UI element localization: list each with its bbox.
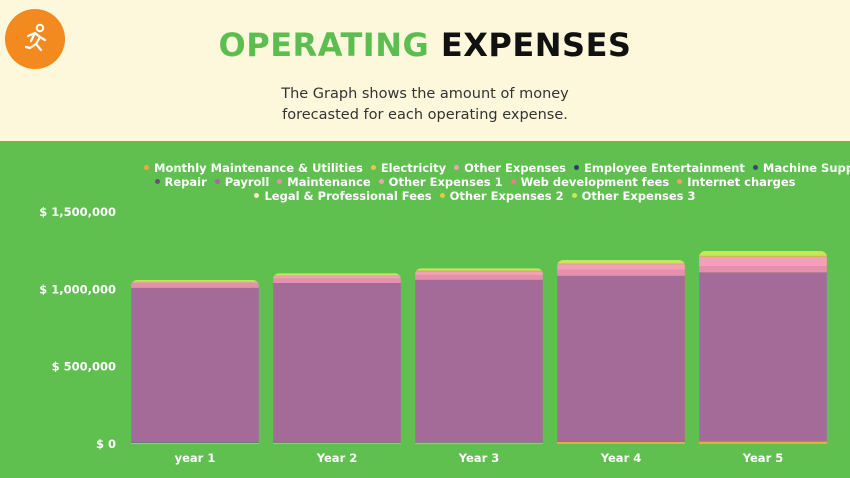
bar-segment <box>415 271 543 276</box>
legend-item: Other Expenses 3 <box>571 189 696 203</box>
subtitle: The Graph shows the amount of money fore… <box>225 84 625 126</box>
x-tick-label: Year 5 <box>742 451 784 465</box>
legend-label: Other Expenses 2 <box>449 189 564 203</box>
legend-label: Payroll <box>224 175 270 189</box>
legend-swatch <box>439 193 445 198</box>
bar-segment <box>699 250 827 256</box>
legend-item: Monthly Maintenance & Utilities <box>144 161 363 175</box>
legend-item: Payroll <box>214 175 270 189</box>
bar-segment <box>557 264 685 270</box>
legend-item: Other Expenses <box>454 161 566 175</box>
y-tick-label: $ 0 <box>96 437 116 451</box>
bar-stack <box>557 259 685 444</box>
title-part-operating: OPERATING <box>218 26 430 64</box>
bar-segment <box>131 443 259 444</box>
bar-segment <box>557 442 685 444</box>
y-tick-label: $ 500,000 <box>52 360 116 374</box>
bar-segment <box>273 276 401 279</box>
bar-stack <box>699 250 827 444</box>
bar-segment <box>415 279 543 443</box>
page-title: OPERATING EXPENSES <box>0 26 850 64</box>
legend-label: Web development fees <box>520 175 670 189</box>
subtitle-line-1: The Graph shows the amount of money <box>281 86 569 102</box>
bar-stack <box>131 280 259 444</box>
bar-segment <box>273 282 401 443</box>
bar-stack <box>415 268 543 444</box>
legend-item: Legal & Professional Fees <box>254 189 432 203</box>
legend-label: Employee Entertainment <box>584 161 745 175</box>
bar-segment <box>557 259 685 264</box>
legend-swatch <box>510 179 516 184</box>
legend-swatch <box>370 165 376 170</box>
legend-item: Internet charges <box>677 175 795 189</box>
x-tick-label: Year 4 <box>600 451 642 465</box>
legend-label: Other Expenses 1 <box>388 175 503 189</box>
legend-label: Legal & Professional Fees <box>264 189 432 203</box>
x-tick-label: Year 3 <box>458 451 500 465</box>
x-tick-label: Year 2 <box>316 451 358 465</box>
bar-segment <box>415 275 543 280</box>
legend-item: Maintenance <box>277 175 371 189</box>
legend-item: Repair <box>154 175 207 189</box>
bar-segment <box>273 278 401 283</box>
legend-swatch <box>154 179 160 184</box>
legend-label: Other Expenses 3 <box>581 189 696 203</box>
legend-label: Internet charges <box>687 175 796 189</box>
running-person-icon <box>24 23 47 52</box>
legend-swatch <box>254 193 260 198</box>
legend-swatch <box>378 179 384 184</box>
bar-segment <box>557 269 685 276</box>
y-tick-label: $ 1,000,000 <box>39 282 116 296</box>
bar-segment <box>699 255 827 257</box>
bar-segment <box>131 280 259 282</box>
bar-segment <box>699 266 827 273</box>
subtitle-line-2: forecasted for each operating expense. <box>282 107 568 123</box>
legend-swatch <box>571 193 577 198</box>
chart-legend: Monthly Maintenance & Utilities Electrici… <box>140 161 850 203</box>
y-tick-label: $ 1,500,000 <box>39 205 116 219</box>
legend-row: Repair Payroll Maintenance Other Expenses 1… <box>140 175 810 189</box>
bar-segment <box>131 283 259 288</box>
bar-segment <box>415 268 543 271</box>
legend-label: Other Expenses <box>464 161 567 175</box>
legend-item: Machine Supplies <box>752 161 850 175</box>
bar-segment <box>273 443 401 444</box>
legend-item: Other Expenses 1 <box>378 175 503 189</box>
legend-swatch <box>277 179 283 184</box>
bar-segment <box>557 263 685 264</box>
title-part-expenses: EXPENSES <box>440 26 632 64</box>
header-area: OPERATING EXPENSES The Graph shows the a… <box>0 0 850 141</box>
legend-swatch <box>454 165 460 170</box>
bar-segment <box>131 287 259 443</box>
logo <box>5 9 65 69</box>
legend-label: Repair <box>164 175 207 189</box>
legend-row: Legal & Professional Fees Other Expenses … <box>140 189 810 203</box>
bar-stack <box>273 273 401 444</box>
legend-swatch <box>574 165 580 170</box>
bar-segment <box>415 443 543 444</box>
legend-swatch <box>677 179 683 184</box>
bar-segment <box>131 282 259 284</box>
legend-label: Maintenance <box>287 175 371 189</box>
x-tick-label: year 1 <box>175 451 216 465</box>
bar-segment <box>699 272 827 441</box>
legend-swatch <box>752 165 758 170</box>
legend-item: Electricity <box>370 161 447 175</box>
legend-item: Employee Entertainment <box>574 161 745 175</box>
bar-segment <box>699 256 827 267</box>
legend-swatch <box>144 165 149 170</box>
legend-label: Monthly Maintenance & Utilities <box>154 161 363 175</box>
legend-label: Machine Supplies <box>762 161 850 175</box>
legend-label: Electricity <box>380 161 447 175</box>
legend-item: Web development fees <box>510 175 670 189</box>
bar-segment <box>273 273 401 276</box>
bar-segment <box>699 441 827 444</box>
bar-segment <box>557 275 685 442</box>
legend-row: Monthly Maintenance & Utilities Electrici… <box>140 161 850 175</box>
legend-item: Other Expenses 2 <box>439 189 564 203</box>
legend-swatch <box>214 179 220 184</box>
